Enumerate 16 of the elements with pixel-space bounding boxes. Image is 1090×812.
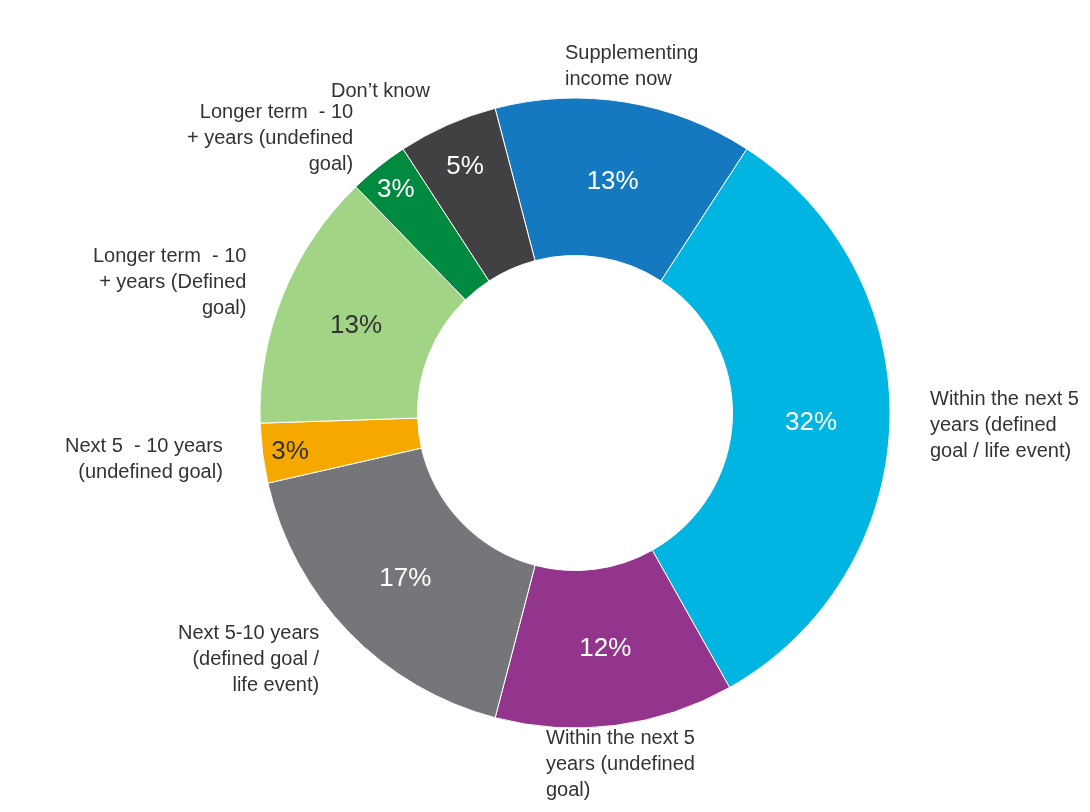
data-label: 3%: [376, 173, 415, 204]
data-label: 32%: [785, 405, 838, 436]
data-label: 12%: [579, 632, 632, 663]
data-label: 3%: [271, 434, 309, 465]
data-label: 13%: [329, 309, 383, 340]
slice-label: Next 5 - 10 years (undefined goal): [65, 434, 223, 482]
data-label: 17%: [379, 562, 432, 593]
slice-label: Supplementing income now: [565, 41, 699, 89]
slice-label: Within the next 5 years (undefined goal): [546, 726, 695, 800]
slice-label: Next 5-10 years (defined goal / life event): [178, 621, 320, 695]
data-label: 13%: [586, 164, 639, 195]
data-label: 5%: [446, 149, 484, 180]
slice-label: Within the next 5 years (defined goal / life event): [930, 387, 1079, 461]
slice-label: Longer term - 10 + years (undefined goal): [187, 100, 354, 174]
slice-label: Longer term - 10 + years (Defined goal): [93, 244, 247, 318]
slice-label: Don’t know: [331, 79, 431, 101]
